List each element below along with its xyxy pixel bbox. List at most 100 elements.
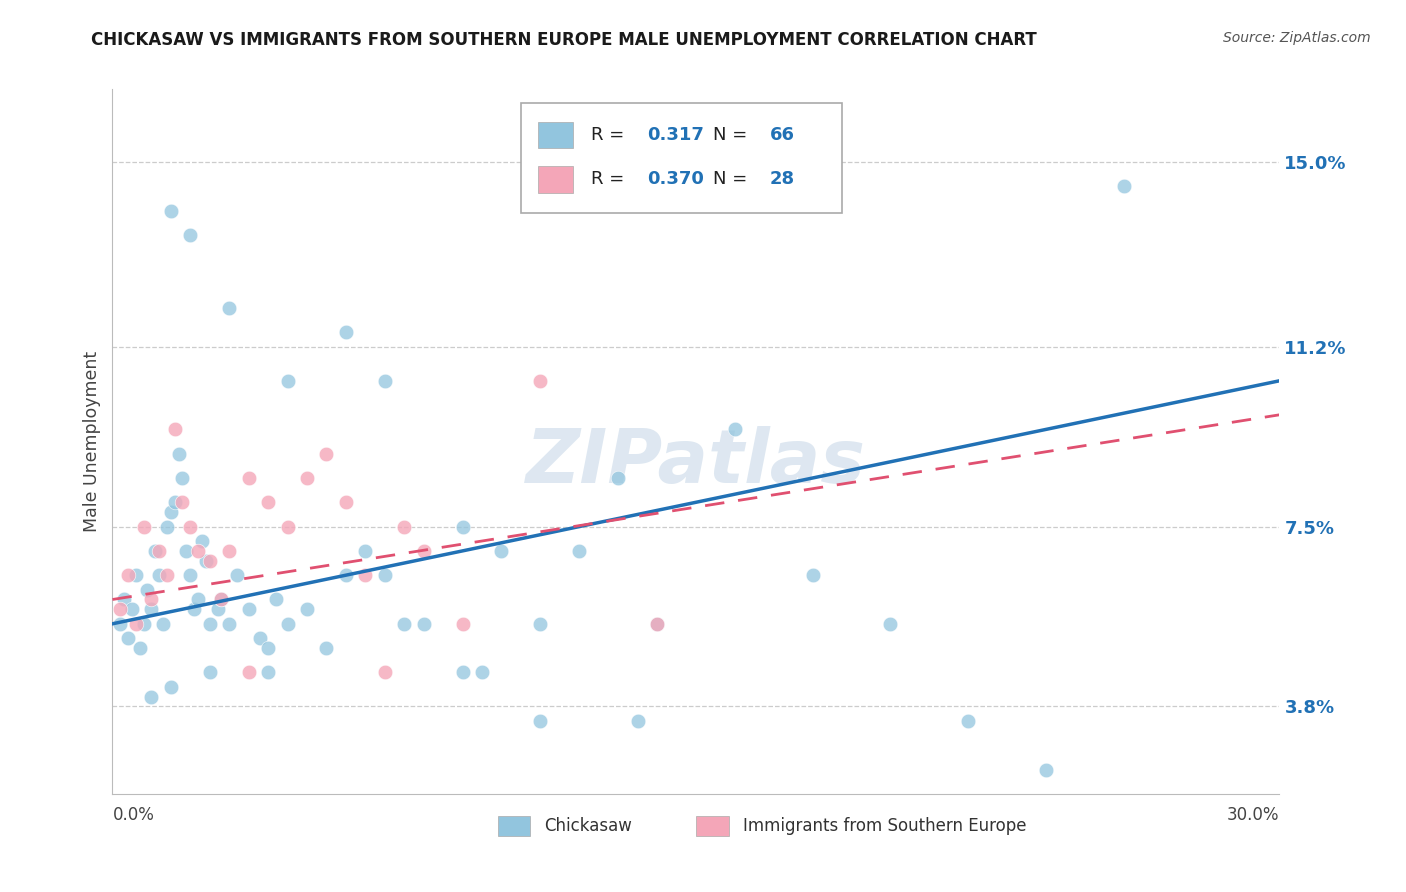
Point <box>141 690 163 704</box>
Point <box>136 582 159 597</box>
Point <box>529 714 551 728</box>
Point <box>315 641 337 656</box>
Text: R =: R = <box>591 126 630 144</box>
Text: Chickasaw: Chickasaw <box>544 817 633 835</box>
Text: Immigrants from Southern Europe: Immigrants from Southern Europe <box>742 817 1026 835</box>
Point <box>160 680 183 694</box>
Point <box>394 519 416 533</box>
Point <box>209 592 232 607</box>
Point <box>125 568 148 582</box>
Point <box>187 592 209 607</box>
Point <box>218 544 240 558</box>
Point <box>167 447 190 461</box>
Point <box>176 544 198 558</box>
Point <box>160 203 183 218</box>
Text: 0.0%: 0.0% <box>112 806 155 824</box>
Text: Source: ZipAtlas.com: Source: ZipAtlas.com <box>1223 31 1371 45</box>
Point <box>198 665 221 680</box>
Point <box>471 665 494 680</box>
Point <box>295 471 318 485</box>
Point <box>529 616 551 631</box>
Text: 66: 66 <box>769 126 794 144</box>
Point <box>238 602 260 616</box>
Point <box>125 616 148 631</box>
Point <box>645 616 668 631</box>
Text: 0.317: 0.317 <box>647 126 704 144</box>
Text: 30.0%: 30.0% <box>1227 806 1279 824</box>
Text: R =: R = <box>591 170 630 188</box>
Text: 28: 28 <box>769 170 794 188</box>
Text: N =: N = <box>713 126 754 144</box>
FancyBboxPatch shape <box>520 103 842 212</box>
Point <box>110 616 132 631</box>
Point <box>257 641 280 656</box>
Point <box>110 602 132 616</box>
Point <box>1035 763 1057 777</box>
Point <box>529 374 551 388</box>
Point <box>191 534 214 549</box>
Text: ZIPatlas: ZIPatlas <box>526 426 866 500</box>
Point <box>276 374 298 388</box>
Point <box>374 568 396 582</box>
Point <box>374 374 396 388</box>
Point <box>179 568 201 582</box>
Point <box>335 325 357 339</box>
Point <box>179 227 201 242</box>
Point <box>218 301 240 315</box>
Point <box>238 665 260 680</box>
Point <box>335 495 357 509</box>
Bar <box>498 816 530 836</box>
Text: N =: N = <box>713 170 754 188</box>
Point <box>172 495 194 509</box>
Point <box>801 568 824 582</box>
Point <box>132 616 155 631</box>
Point <box>315 447 337 461</box>
Point <box>264 592 287 607</box>
Point <box>412 616 434 631</box>
Point <box>148 544 170 558</box>
Point <box>132 519 155 533</box>
Point <box>187 544 209 558</box>
Point <box>295 602 318 616</box>
Point <box>163 495 186 509</box>
Point <box>117 568 139 582</box>
Point <box>198 616 221 631</box>
Point <box>112 592 135 607</box>
Point <box>491 544 513 558</box>
Point <box>607 471 630 485</box>
Point <box>335 568 357 582</box>
Point <box>412 544 434 558</box>
Point <box>209 592 232 607</box>
Point <box>194 553 217 567</box>
Point <box>160 505 183 519</box>
Point <box>957 714 980 728</box>
Point <box>148 568 170 582</box>
Bar <box>538 166 574 193</box>
Point <box>249 632 271 646</box>
Point <box>257 665 280 680</box>
Point <box>117 632 139 646</box>
Point <box>451 616 474 631</box>
Point <box>257 495 280 509</box>
Point <box>128 641 150 656</box>
Point <box>226 568 249 582</box>
Point <box>1112 179 1135 194</box>
Y-axis label: Male Unemployment: Male Unemployment <box>83 351 101 533</box>
Point <box>451 665 474 680</box>
Point <box>163 422 186 436</box>
Point <box>152 616 174 631</box>
Point <box>141 602 163 616</box>
Point <box>198 553 221 567</box>
Point <box>156 568 179 582</box>
Point <box>724 422 747 436</box>
Text: CHICKASAW VS IMMIGRANTS FROM SOUTHERN EUROPE MALE UNEMPLOYMENT CORRELATION CHART: CHICKASAW VS IMMIGRANTS FROM SOUTHERN EU… <box>91 31 1038 49</box>
Point <box>394 616 416 631</box>
Point <box>179 519 201 533</box>
Point <box>354 568 377 582</box>
Point <box>143 544 166 558</box>
Point <box>645 616 668 631</box>
Point <box>141 592 163 607</box>
Point <box>276 616 298 631</box>
Point <box>238 471 260 485</box>
Point <box>451 519 474 533</box>
